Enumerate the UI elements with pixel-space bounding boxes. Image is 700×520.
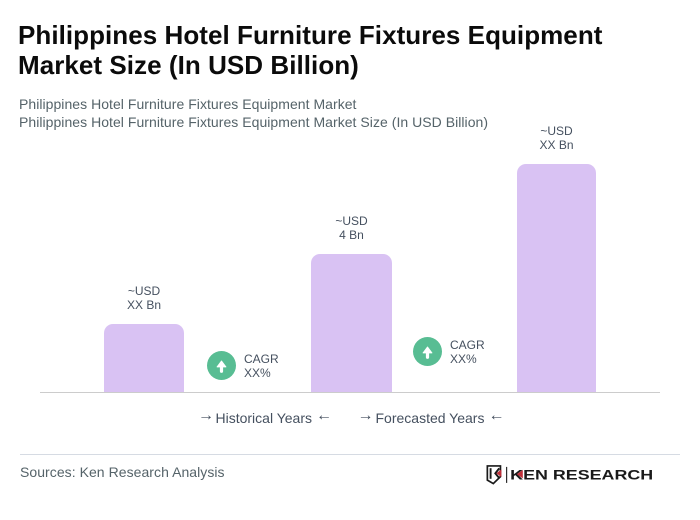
svg-text:KEN RESEARCH: KEN RESEARCH bbox=[510, 467, 653, 482]
